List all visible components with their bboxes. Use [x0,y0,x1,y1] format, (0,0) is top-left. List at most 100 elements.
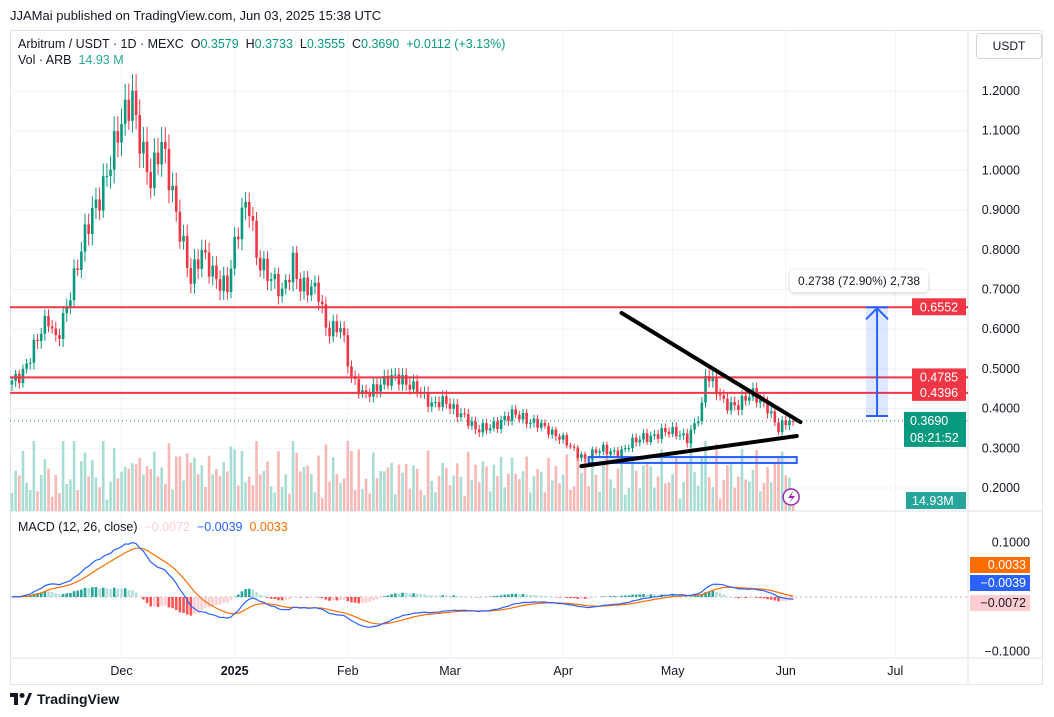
measure-arrow-head-icon [865,306,889,320]
macd-histogram-bar [715,592,718,597]
macd-histogram-bar [415,593,419,597]
candle-body [539,422,543,428]
macd-histogram-bar [499,595,503,597]
macd-histogram-bar [638,594,642,597]
candle-body [65,306,69,314]
candle-body [346,335,350,367]
volume-bar [284,474,288,511]
macd-histogram-bar [602,596,605,597]
candle-body [609,451,612,455]
candle-body [328,327,331,337]
volume-bar [777,456,780,511]
volume-bar [660,449,663,511]
macd-histogram-bar [758,597,762,599]
macd-histogram-bar [76,590,79,597]
lightning-bolt-icon [788,491,796,503]
volume-bar [105,499,109,511]
candle-body [164,141,167,149]
candle-body [171,185,174,191]
macd-histogram-bar [299,597,302,598]
candle-body [660,428,663,439]
macd-histogram-bar [134,592,138,597]
macd-histogram-bar [306,597,309,598]
candle-body [773,411,777,423]
candle-body [583,454,587,459]
macd-histogram-bar [507,594,510,597]
macd-histogram-bar [54,593,58,597]
candle-body [689,429,693,444]
volume-bar [123,466,127,511]
candle-body [120,123,123,143]
volume-bar [277,451,280,511]
candle-body [350,366,353,377]
symbol-name[interactable]: Arbitrum / USDT · 1D · MEXC [18,37,184,51]
macd-histogram-bar [521,593,525,597]
volume-bar [547,458,550,511]
candle-body [758,399,762,403]
tradingview-logo[interactable]: TradingView [10,691,119,707]
candle-body [280,288,284,297]
candle-body [131,90,134,121]
volume-bar [423,495,426,511]
price-tick-label: 1.0000 [982,163,1020,177]
candle-body [620,449,623,457]
candle-body [769,411,773,414]
candle-body [18,373,21,384]
price-level-badge [912,383,966,401]
candle-body [488,428,492,431]
volume-bar [215,469,218,511]
volume-bar [393,494,397,511]
macd-histogram-bar [247,588,251,597]
volume-bar [634,470,638,511]
macd-label[interactable]: MACD (12, 26, close) [18,520,138,534]
volume-bar [174,456,178,511]
candle-body [415,381,419,393]
candle-body [766,401,769,414]
volume-bar [149,468,152,511]
macd-histogram-bar [324,597,328,600]
candle-body [215,265,218,280]
volume-bar [386,467,390,511]
candle-body [675,426,678,437]
currency-button[interactable]: USDT [976,33,1042,59]
macd-histogram-bar [463,596,466,597]
trendline[interactable] [579,433,799,469]
volume-bar [481,461,485,511]
macd-histogram-bar [634,594,638,597]
volume-bar [255,441,258,511]
candle-body [269,279,273,281]
volume-bar [448,485,452,511]
candle-body [266,258,269,281]
candle-body [612,450,616,452]
macd-legend: MACD (12, 26, close) −0.0072 −0.0039 0.0… [18,520,288,534]
trendline[interactable] [619,310,803,425]
macd-histogram-bar [142,597,145,600]
candle-body [178,211,182,242]
candle-body [572,446,576,448]
macd-histogram-bar [529,594,532,597]
volume-bar [353,489,357,511]
candle-body [441,396,444,408]
volume-bar [178,456,182,511]
volume-bar [189,462,193,511]
price-level-label: 0.4785 [920,370,958,384]
volume-bar [704,441,707,511]
candle-body [437,402,441,408]
volume-bar [237,485,240,511]
price-tick-label: 0.9000 [982,203,1020,217]
volume-bar [204,487,207,511]
volume-bar [390,462,393,511]
candle-body [653,434,656,436]
macd-histogram-bar [196,597,200,613]
macd-histogram-bar [543,595,547,597]
volume-bar [751,469,755,511]
volume-bar [583,456,587,511]
macd-histogram-bar [145,597,149,604]
support-zone-rect[interactable] [587,456,798,464]
volume-label[interactable]: Vol · ARB [18,53,72,67]
candle-body [642,433,645,440]
macd-histogram-bar [375,597,379,600]
candle-body [32,339,36,363]
